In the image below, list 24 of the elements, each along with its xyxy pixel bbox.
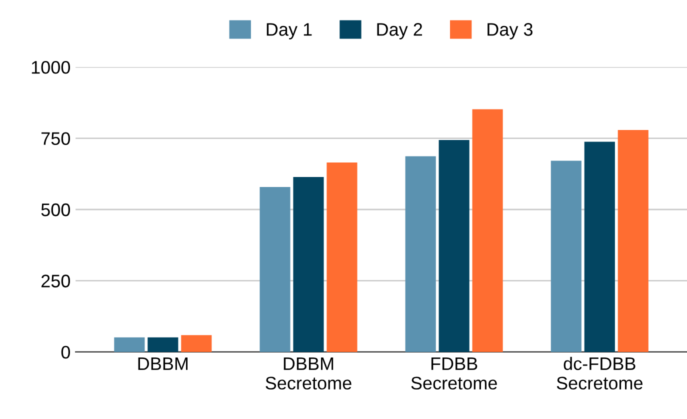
bar — [114, 337, 145, 352]
bar — [405, 156, 436, 352]
y-tick-label: 0 — [61, 346, 70, 359]
x-tick-label: DBBM Secretome — [266, 357, 352, 390]
x-tick-label: FDBB Secretome — [411, 357, 497, 390]
bar — [260, 186, 290, 352]
legend-label: Day 1 — [266, 23, 312, 40]
y-tick-label: 750 — [42, 132, 70, 145]
y-tick-label: 250 — [41, 274, 70, 288]
x-tick-label: dc-FDBB Secretome — [556, 356, 643, 390]
bar — [584, 142, 615, 352]
bar — [438, 140, 470, 352]
y-tick-label: 500 — [41, 203, 70, 216]
bar — [550, 160, 582, 352]
legend-label: Day 2 — [377, 23, 422, 40]
bar — [181, 335, 212, 352]
bar — [472, 109, 503, 352]
x-tick-label: DBBM — [138, 357, 188, 370]
bar — [618, 130, 648, 352]
legend-label: Day 3 — [488, 23, 532, 40]
bar — [293, 177, 324, 352]
bar — [326, 162, 358, 352]
y-tick-label: 1000 — [32, 60, 70, 74]
bar — [148, 337, 178, 352]
